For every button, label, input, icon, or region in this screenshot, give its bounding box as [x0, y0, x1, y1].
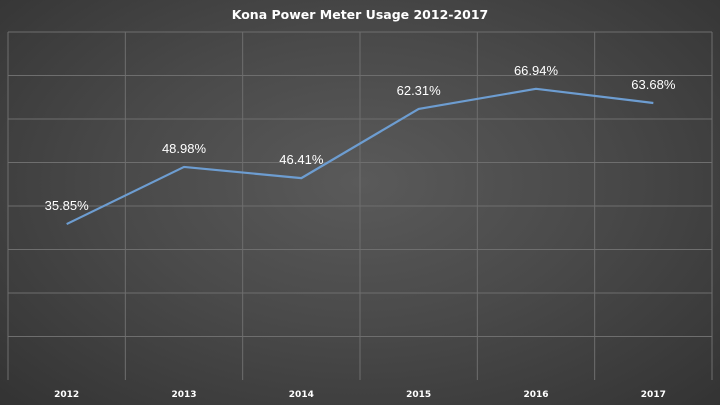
- data-label: 46.41%: [279, 152, 324, 167]
- data-label: 63.68%: [631, 77, 676, 92]
- series-line: [66, 87, 654, 226]
- data-label: 48.98%: [162, 141, 207, 156]
- x-tick-label: 2017: [641, 390, 666, 400]
- x-tick-label: 2014: [289, 390, 314, 400]
- x-tick-label: 2012: [54, 390, 79, 400]
- x-tick-label: 2013: [171, 390, 196, 400]
- chart-title: Kona Power Meter Usage 2012-2017: [232, 7, 489, 22]
- gridlines: [7, 31, 713, 380]
- data-labels: 35.85% 48.98% 46.41% 62.31% 66.94% 63.68%: [45, 63, 676, 213]
- series-line-group: [66, 87, 654, 226]
- data-label: 66.94%: [514, 63, 559, 78]
- x-tick-label: 2015: [406, 390, 431, 400]
- x-axis-tick-labels: 2012 2013 2014 2015 2016 2017: [54, 390, 666, 400]
- data-label: 62.31%: [397, 83, 442, 98]
- x-tick-label: 2016: [523, 390, 548, 400]
- data-label: 35.85%: [45, 198, 90, 213]
